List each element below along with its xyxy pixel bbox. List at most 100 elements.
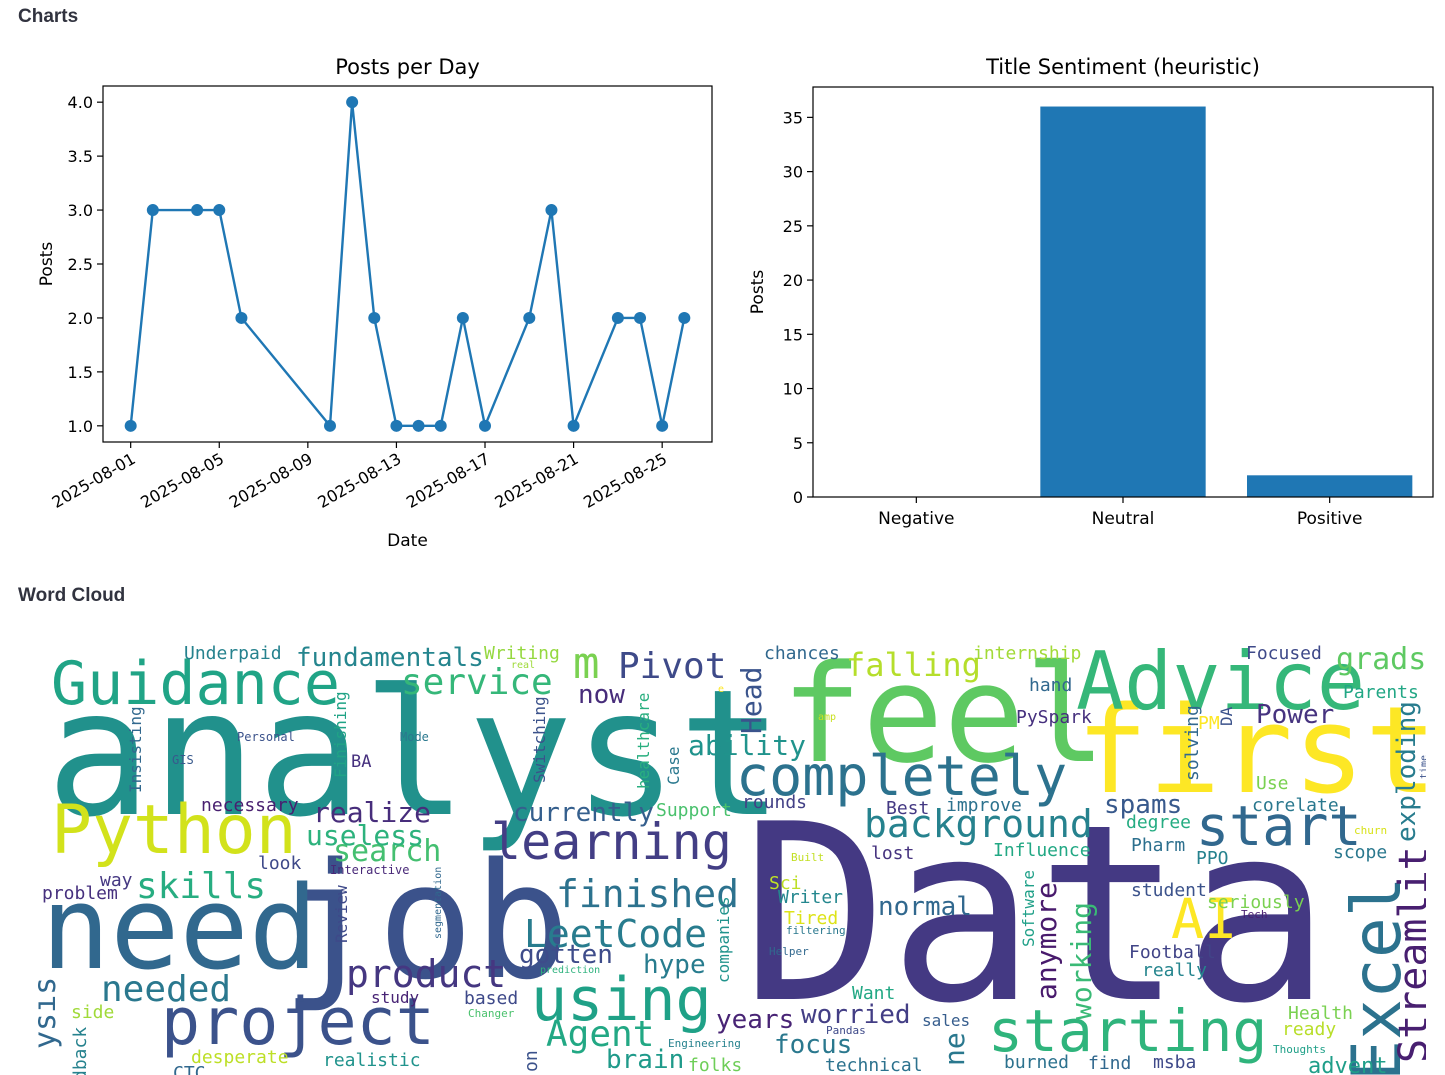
cloud-word: fundamentals <box>296 643 484 673</box>
cloud-word: LeetCode <box>524 912 708 956</box>
cloud-word: worried <box>801 1000 911 1030</box>
cloud-word: Writing <box>484 643 560 664</box>
cloud-word: CTC <box>173 1063 206 1075</box>
series-line <box>129 102 686 430</box>
data-point <box>191 204 204 217</box>
plot-frame <box>102 85 713 443</box>
cloud-word: amp <box>818 712 837 723</box>
cloud-word: ready <box>1282 1019 1337 1040</box>
cloud-word: Power <box>1256 700 1335 730</box>
cloud-word: background <box>864 802 1093 846</box>
cloud-word: Head <box>735 666 768 735</box>
cloud-word: m <box>573 638 600 689</box>
cloud-word: desperate <box>191 1047 289 1068</box>
y-tick-label-5: 25 <box>783 217 803 236</box>
y-tick-label-7: 35 <box>783 108 803 127</box>
word-cloud: Data analyst job feel first need Advice Guidanc… <box>36 637 1426 1075</box>
x-tick-label-3: 2025-08-13 <box>314 449 404 512</box>
cloud-word: focus <box>774 1030 853 1060</box>
x-tick-label-0: 2025-08-01 <box>49 449 139 512</box>
cloud-word: chances <box>764 643 840 664</box>
x-tick-label-4: 2025-08-17 <box>403 449 493 512</box>
cloud-word: time <box>1419 754 1426 779</box>
y-tick-label-4: 3.0 <box>68 201 93 220</box>
cloud-word: Personal <box>237 730 295 744</box>
cloud-word: really <box>1142 960 1208 981</box>
cloud-word: exploding <box>1392 701 1422 843</box>
cloud-word: first <box>1076 682 1426 821</box>
cloud-word: degree <box>1126 812 1192 833</box>
cloud-word: msba <box>1153 1052 1197 1073</box>
cloud-word: filtering <box>786 924 846 937</box>
charts-section-title: Charts <box>18 6 79 27</box>
cloud-word: study <box>371 988 420 1007</box>
cloud-word: e <box>718 684 725 695</box>
bar-neutral <box>1040 106 1206 498</box>
y-tick-label-3: 2.5 <box>68 255 93 274</box>
data-point <box>545 204 558 217</box>
cloud-word: dback <box>70 1026 91 1075</box>
cloud-word: normal <box>878 892 972 922</box>
cloud-word: based <box>464 988 519 1009</box>
cloud-word: Review <box>332 884 351 943</box>
cloud-word: Tired <box>784 908 839 929</box>
cloud-word: ysis <box>36 976 63 1049</box>
bar-positive <box>1247 475 1413 497</box>
cloud-word: folks <box>688 1055 743 1075</box>
x-tick-label-5: 2025-08-21 <box>492 449 582 512</box>
y-axis-label: Posts <box>748 270 768 315</box>
data-point <box>390 419 403 432</box>
data-point <box>656 419 669 432</box>
cloud-word: falling <box>846 646 981 684</box>
cloud-word: spams <box>1104 790 1183 820</box>
cloud-word: currently <box>513 798 654 828</box>
cloud-word: Insisting <box>126 706 145 794</box>
y-tick-label-6: 4.0 <box>68 93 93 112</box>
cloud-word: scope <box>1333 842 1388 863</box>
cloud-word: rounds <box>742 792 808 813</box>
cloud-word: way <box>100 870 133 891</box>
cloud-word: Health <box>1288 1003 1354 1024</box>
cloud-word: Software <box>1019 869 1038 947</box>
y-tick-label-2: 10 <box>783 380 803 399</box>
y-axis-label: Posts <box>37 242 57 287</box>
cloud-word: Best <box>886 798 930 819</box>
x-tick-label-2: Positive <box>1297 509 1363 529</box>
cloud-word: internship <box>973 643 1082 664</box>
cloud-word: start <box>1196 794 1362 858</box>
data-point <box>235 311 248 324</box>
cloud-word: Python <box>51 791 297 870</box>
y-tick-label-1: 5 <box>793 434 803 453</box>
cloud-word: grads <box>1336 642 1426 677</box>
cloud-word: Parents <box>1343 682 1419 703</box>
cloud-word: Pandas <box>826 1024 866 1037</box>
x-axis-label: Date <box>387 531 428 551</box>
cloud-word: Sci <box>769 873 802 894</box>
cloud-word: search <box>333 834 442 869</box>
cloud-word: working <box>1065 901 1098 1020</box>
data-point <box>678 311 691 324</box>
cloud-word: Helper <box>769 945 809 958</box>
cloud-word: technical <box>825 1055 923 1075</box>
cloud-word: PPO <box>1196 848 1229 869</box>
data-point <box>213 204 226 217</box>
cloud-word: Case <box>664 746 683 786</box>
cloud-word: need <box>41 862 318 996</box>
cloud-word: skills <box>136 866 267 907</box>
cloud-word: student <box>1131 880 1207 901</box>
y-tick-label-6: 30 <box>783 163 803 182</box>
cloud-word: now <box>578 680 625 710</box>
cloud-word: healthcare <box>634 692 653 789</box>
cloud-word: Tech <box>1241 908 1268 921</box>
cloud-word: GIS <box>172 753 194 767</box>
cloud-word: improve <box>946 795 1022 816</box>
cloud-word: feel <box>781 637 1107 793</box>
data-point <box>346 96 359 109</box>
cloud-word: companies <box>714 896 733 984</box>
cloud-word: Use <box>1256 773 1289 794</box>
wordcloud-section-title: Word Cloud <box>18 585 126 606</box>
data-point <box>368 311 381 324</box>
x-tick-label-6: 2025-08-25 <box>580 449 670 512</box>
cloud-word: Support <box>656 800 732 821</box>
cloud-word: PySpark <box>1016 707 1092 728</box>
